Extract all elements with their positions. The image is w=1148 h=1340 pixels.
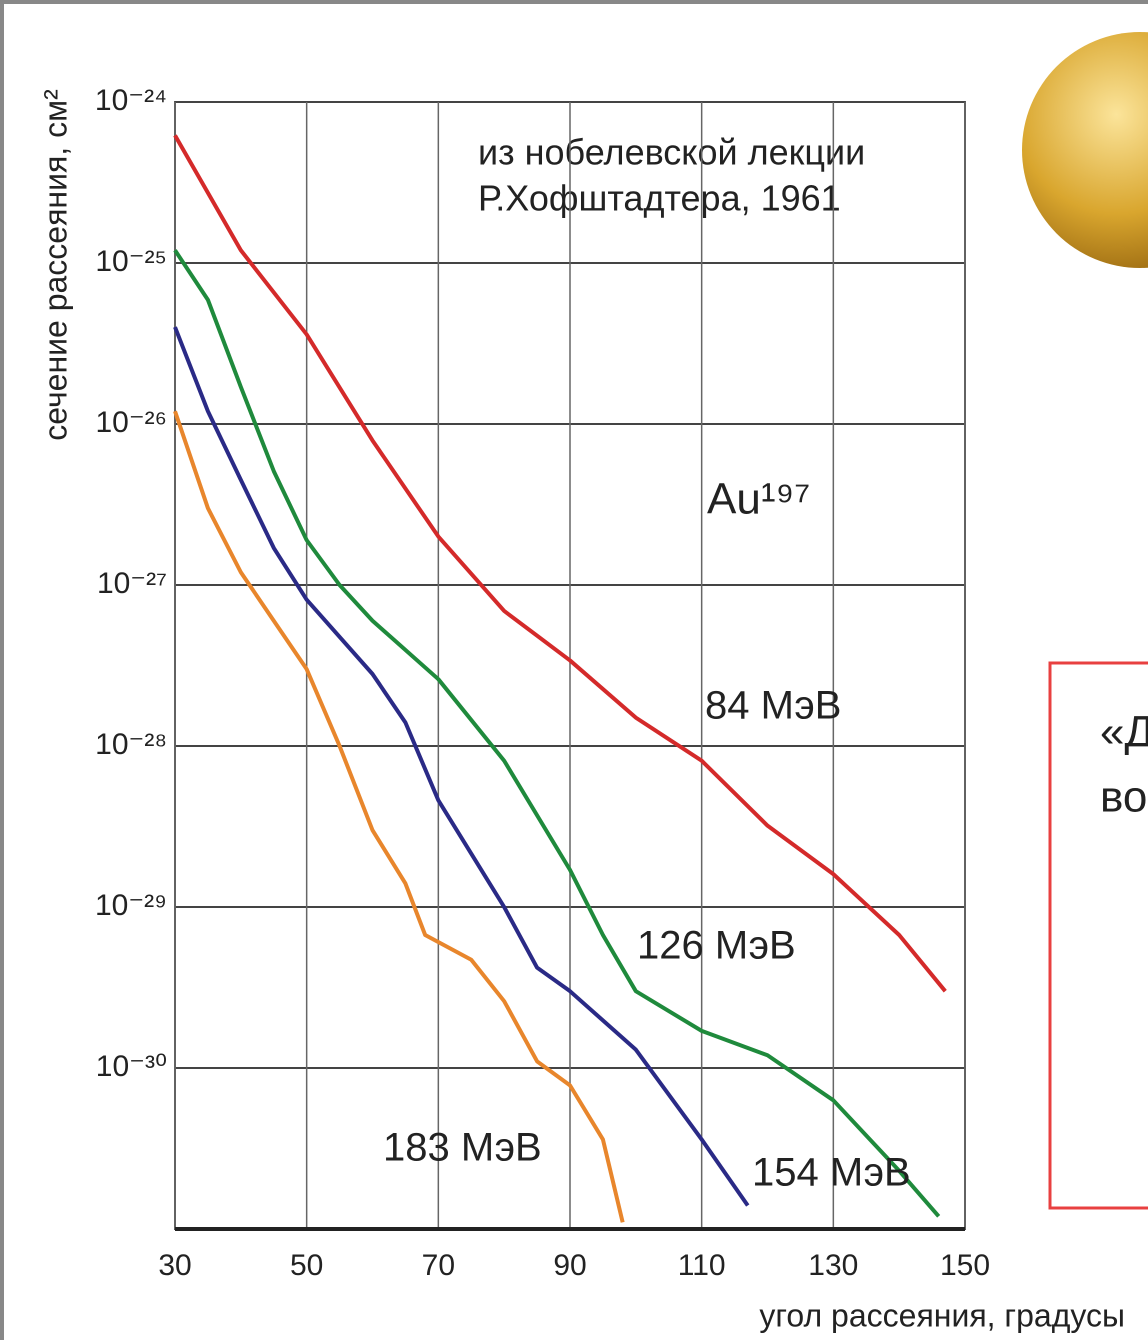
y-tick-label: 10⁻²⁴: [95, 84, 167, 117]
note-line: «Д: [1100, 708, 1148, 757]
y-tick-label: 10⁻²⁵: [95, 245, 167, 278]
annotation: из нобелевской лекции: [478, 132, 865, 173]
chart: «Д во сечение рассеяния, см² угол рассея…: [0, 0, 1148, 1340]
series-label: 154 МэВ: [752, 1151, 911, 1195]
note-line: во: [1100, 773, 1147, 822]
y-tick-label: 10⁻²⁹: [95, 889, 167, 922]
y-tick-label: 10⁻²⁷: [97, 567, 167, 600]
annotation: Р.Хофштадтера, 1961: [478, 178, 841, 219]
x-tick-label: 150: [940, 1249, 990, 1282]
series-label: 126 МэВ: [637, 924, 796, 968]
y-tick-label: 10⁻³⁰: [96, 1050, 167, 1083]
series-label: 84 МэВ: [705, 684, 841, 728]
x-tick-label: 130: [808, 1249, 858, 1282]
series-line: [175, 411, 623, 1222]
x-tick-label: 90: [553, 1249, 586, 1282]
x-tick-label: 50: [290, 1249, 323, 1282]
series-line: [175, 250, 939, 1216]
x-tick-label: 110: [678, 1249, 726, 1282]
x-axis-label: угол рассеяния, градусы: [759, 1297, 1125, 1333]
y-tick-label: 10⁻²⁸: [95, 728, 167, 761]
series-line: [175, 327, 748, 1205]
series-label: 183 МэВ: [383, 1126, 542, 1170]
x-tick-label: 70: [422, 1249, 455, 1282]
y-axis-label: сечение рассеяния, см²: [37, 89, 73, 441]
y-tick-label: 10⁻²⁶: [95, 406, 167, 439]
x-tick-label: 30: [158, 1249, 191, 1282]
nobel-medal: [1022, 32, 1148, 268]
page: {"chart_data": {"type": "line", "log_y":…: [0, 0, 1148, 1340]
annotation: Au¹⁹⁷: [707, 475, 810, 524]
